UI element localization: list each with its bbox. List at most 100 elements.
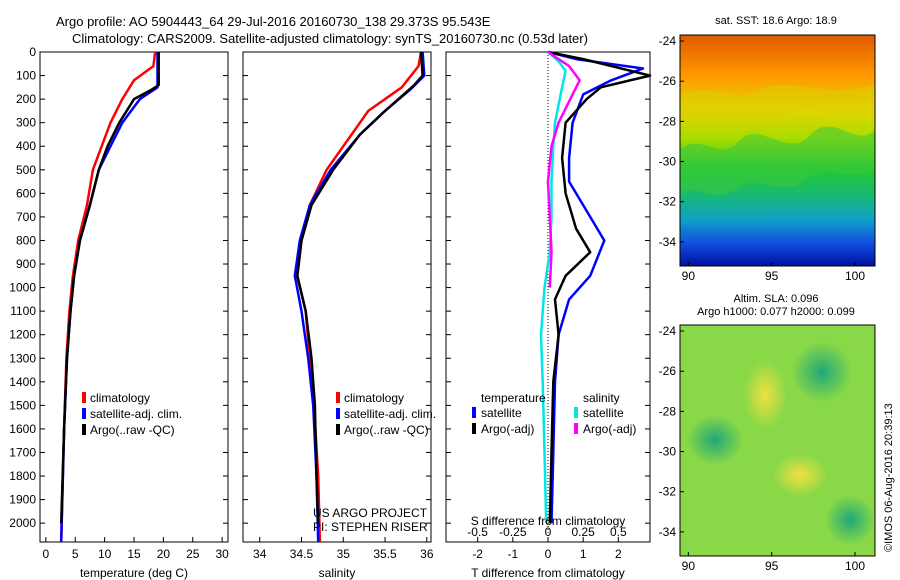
map-y-tick-label: -32: [659, 195, 677, 209]
sla-map-frame: [679, 324, 876, 557]
profile-lines: [59, 50, 652, 543]
legend-swatch-argo: [82, 424, 86, 435]
map-y-tick-label: -24: [659, 34, 677, 48]
depth-tick-label: 1600: [9, 422, 36, 436]
depth-tick-label: 200: [16, 92, 36, 106]
map-y-tick-label: -34: [659, 235, 677, 249]
legend-label-satellite: satellite-adj. clim.: [90, 407, 182, 421]
legend-swatch-s-satellite: [574, 407, 578, 418]
difference-legend: temperature salinity satellite Argo(-adj…: [472, 391, 636, 436]
x-tick-label: 35.5: [373, 547, 397, 561]
legend-label-climatology: climatology: [90, 391, 150, 405]
map-y-tick-label: -30: [659, 155, 677, 169]
legend-swatch-satellite: [82, 408, 86, 419]
x-tick-label: 25: [186, 547, 200, 561]
depth-tick-label: 1400: [9, 375, 36, 389]
map-x-tick-label: 90: [682, 559, 696, 573]
legend-label-t-satellite: satellite: [481, 406, 522, 420]
legend-label-argo: Argo(..raw -QC): [90, 423, 175, 437]
salinity-panel: [242, 51, 432, 543]
depth-tick-label: 600: [16, 186, 36, 200]
difference-panel: [445, 51, 651, 543]
map-y-tick-label: -26: [659, 364, 677, 378]
sla-map-anomaly-low: [792, 342, 852, 402]
series-line-argo-adj-: [547, 50, 652, 524]
depth-tick-label: 1300: [9, 351, 36, 365]
x-tick-label: 2: [615, 547, 622, 561]
series-line-satellite-adj-clim-: [293, 51, 426, 543]
s-difference-axis-label: S difference from climatology: [471, 514, 626, 528]
depth-tick-label: 1200: [9, 328, 36, 342]
pi-annotation: PI: STEPHEN RISER: [313, 520, 428, 534]
sla-map-anomaly-high: [743, 360, 787, 430]
depth-tick-label: 700: [16, 210, 36, 224]
sst-map-warm-tongue: [680, 85, 875, 125]
salinity-legend: climatology satellite-adj. clim. Argo(..…: [336, 391, 436, 437]
s-diff-tick-label: 0.5: [610, 525, 627, 539]
x-tick-label: 35: [337, 547, 351, 561]
depth-tick-label: 500: [16, 163, 36, 177]
sla-map-anomaly-low: [687, 415, 743, 465]
map-axes: 90 95 100 -24 -26 -28 -30 -32 -34 90 95 100 -24 -26 -2…: [659, 34, 866, 573]
sla-map: [679, 324, 876, 557]
sst-map-frame: [679, 34, 876, 267]
x-tick-label: 0: [545, 547, 552, 561]
t-difference-axis-label: T difference from climatology: [471, 566, 625, 580]
legend-label-climatology: climatology: [344, 391, 404, 405]
legend-swatch-t-argo: [472, 423, 476, 434]
series-line-satellite-salinity-: [539, 51, 567, 524]
map-y-tick-label: -26: [659, 74, 677, 88]
x-tick-label: 34: [253, 547, 267, 561]
legend-swatch-climatology: [82, 392, 86, 403]
x-tick-label: 36: [420, 547, 434, 561]
map-x-tick-label: 95: [765, 269, 779, 283]
map-x-tick-label: 100: [845, 559, 865, 573]
x-tick-label: 30: [215, 547, 229, 561]
legend-swatch-s-argo: [574, 423, 578, 434]
depth-tick-label: 400: [16, 139, 36, 153]
depth-tick-label: 1100: [10, 304, 36, 318]
map-x-tick-label: 90: [682, 269, 696, 283]
legend-swatch-t-satellite: [472, 407, 476, 418]
map-x-tick-label: 95: [765, 559, 779, 573]
map-x-tick-label: 100: [845, 269, 865, 283]
s-diff-tick-label: 0: [545, 525, 552, 539]
map-y-tick-label: -28: [659, 114, 677, 128]
x-tick-label: 10: [98, 547, 112, 561]
legend-title-temperature: temperature: [481, 391, 546, 405]
depth-tick-label: 0: [29, 45, 36, 59]
depth-tick-label: 900: [16, 257, 36, 271]
map-y-tick-label: -28: [659, 404, 677, 418]
map-y-tick-label: -24: [659, 324, 677, 338]
legend-swatch-climatology: [336, 392, 340, 403]
sst-map: [679, 34, 876, 267]
depth-tick-label: 1700: [9, 445, 36, 459]
x-tick-label: -1: [507, 547, 518, 561]
sla-map-title-1: Altim. SLA: 0.096: [734, 293, 819, 305]
temperature-panel: [39, 51, 229, 543]
legend-title-salinity: salinity: [583, 391, 620, 405]
panel-axes: 0 5 10 15 20 25 300100200300400500600700800900…: [9, 45, 650, 561]
salinity-axis-label: salinity: [319, 566, 356, 580]
series-line-argo-raw-qc-: [296, 51, 424, 524]
legend-swatch-argo: [336, 424, 340, 435]
figure-title-line2: Climatology: CARS2009. Satellite-adjuste…: [72, 31, 588, 46]
depth-tick-label: 1000: [9, 281, 36, 295]
x-tick-label: 34.5: [290, 547, 314, 561]
map-y-tick-label: -30: [659, 445, 677, 459]
depth-tick-label: 300: [16, 116, 36, 130]
x-tick-label: 1: [580, 547, 587, 561]
depth-tick-label: 1900: [9, 493, 36, 507]
sst-map-front: [680, 126, 875, 195]
x-tick-label: 0: [43, 547, 50, 561]
legend-label-t-argo: Argo(-adj): [481, 422, 534, 436]
series-line-argo-adj-salinity-: [546, 50, 581, 288]
s-diff-tick-label: -0.5: [467, 525, 488, 539]
legend-label-argo: Argo(..raw -QC): [344, 423, 429, 437]
series-line-satellite: [547, 50, 645, 524]
s-diff-tick-label: -0.25: [499, 525, 527, 539]
x-tick-label: 5: [72, 547, 79, 561]
map-y-tick-label: -34: [659, 525, 677, 539]
imos-stamp: ©IMOS 06-Aug-2016 20:39:13: [883, 403, 895, 552]
